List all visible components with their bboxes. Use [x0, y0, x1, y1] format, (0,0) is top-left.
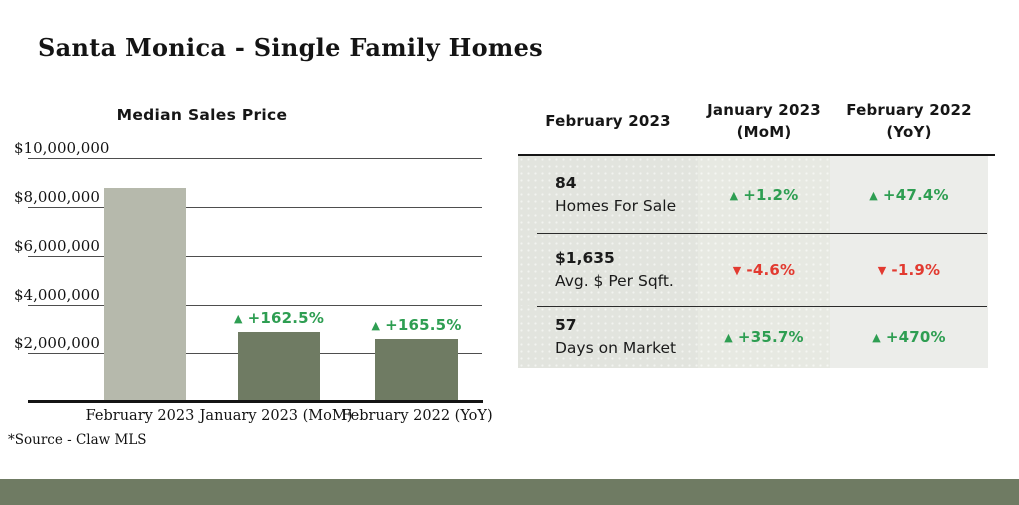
mom-cell: ▲ +1.2% — [698, 156, 830, 233]
metric-cell-avg-per-sqft: $1,635 Avg. $ Per Sqft. — [518, 233, 698, 306]
percent-text: +35.7% — [737, 328, 804, 346]
x-tick-label: January 2023 (MoM) — [199, 408, 353, 424]
bar-february-2022-yoy: ▲ +165.5% — [371, 316, 461, 402]
bar-annotation-text: +165.5% — [385, 316, 462, 334]
percent-change: ▲ +35.7% — [724, 328, 803, 346]
header-title: February 2023 — [545, 112, 671, 130]
yoy-cell: ▲ +47.4% — [830, 156, 988, 233]
metric-cell-days-on-market: 57 Days on Market — [518, 306, 698, 368]
percent-text: -4.6% — [746, 260, 796, 279]
percent-text: +470% — [885, 328, 946, 346]
metric-value: $1,635 — [555, 248, 615, 267]
up-arrow-icon: ▲ — [872, 331, 881, 344]
chart-title: Median Sales Price — [116, 106, 288, 124]
up-arrow-icon: ▲ — [869, 188, 878, 202]
mom-cell: ▼ -4.6% — [698, 233, 830, 306]
metric-label: Avg. $ Per Sqft. — [555, 271, 674, 290]
x-tick-label: February 2022 (YoY) — [341, 408, 493, 424]
gridline — [28, 256, 482, 257]
percent-change: ▲ +47.4% — [869, 186, 948, 204]
gridline — [28, 158, 482, 159]
y-tick-label: $8,000,000 — [14, 188, 100, 206]
up-arrow-icon: ▲ — [371, 319, 381, 332]
bar-january-2023-mom: ▲ +162.5% — [234, 309, 324, 402]
down-arrow-icon: ▼ — [877, 263, 887, 277]
percent-text: +47.4% — [882, 185, 949, 204]
bar-annotation: ▲ +165.5% — [371, 316, 461, 334]
gridline — [28, 207, 482, 208]
percent-change: ▲ +470% — [872, 328, 946, 346]
header-subtitle: (YoY) — [886, 123, 932, 141]
metric-label: Days on Market — [555, 339, 677, 357]
metric-label: Homes For Sale — [555, 196, 677, 215]
footer-accent-bar — [0, 479, 1019, 505]
table-header-january-2023-mom: January 2023 (MoM) — [698, 90, 830, 152]
y-tick-label: $4,000,000 — [14, 286, 100, 304]
up-arrow-icon: ▲ — [724, 331, 733, 344]
source-note: *Source - Claw MLS — [8, 432, 147, 448]
mom-cell: ▲ +35.7% — [698, 306, 830, 368]
gridline — [28, 305, 482, 306]
y-tick-label: $6,000,000 — [14, 237, 100, 255]
header-subtitle: (MoM) — [736, 123, 792, 141]
bar-february-2023 — [104, 188, 186, 402]
up-arrow-icon: ▲ — [729, 188, 739, 202]
down-arrow-icon: ▼ — [732, 263, 742, 277]
page-title: Santa Monica - Single Family Homes — [38, 33, 543, 62]
row-divider — [537, 233, 987, 234]
table-header-february-2023: February 2023 — [518, 90, 698, 152]
x-tick-label: February 2023 — [85, 408, 195, 424]
percent-text: -1.9% — [891, 260, 941, 279]
x-axis-line — [28, 400, 483, 403]
percent-change: ▼ -4.6% — [733, 261, 796, 279]
percent-text: +1.2% — [743, 185, 799, 204]
table-header-underline — [518, 154, 995, 156]
bar-annotation: ▲ +162.5% — [234, 309, 324, 327]
up-arrow-icon: ▲ — [233, 312, 243, 325]
yoy-cell: ▲ +470% — [830, 306, 988, 368]
y-tick-label: $2,000,000 — [14, 334, 100, 352]
metric-cell-homes-for-sale: 84 Homes For Sale — [518, 156, 698, 233]
header-title: February 2022 — [846, 101, 972, 119]
yoy-cell: ▼ -1.9% — [830, 233, 988, 306]
percent-change: ▲ +1.2% — [730, 186, 799, 204]
row-divider — [537, 306, 987, 307]
header-title: January 2023 — [707, 101, 821, 119]
bar-annotation-text: +162.5% — [247, 309, 325, 327]
metric-value: 57 — [555, 316, 577, 334]
table-header-february-2022-yoy: February 2022 (YoY) — [830, 90, 988, 152]
metric-value: 84 — [555, 173, 577, 192]
percent-change: ▼ -1.9% — [878, 261, 941, 279]
y-tick-label: $10,000,000 — [14, 139, 110, 157]
